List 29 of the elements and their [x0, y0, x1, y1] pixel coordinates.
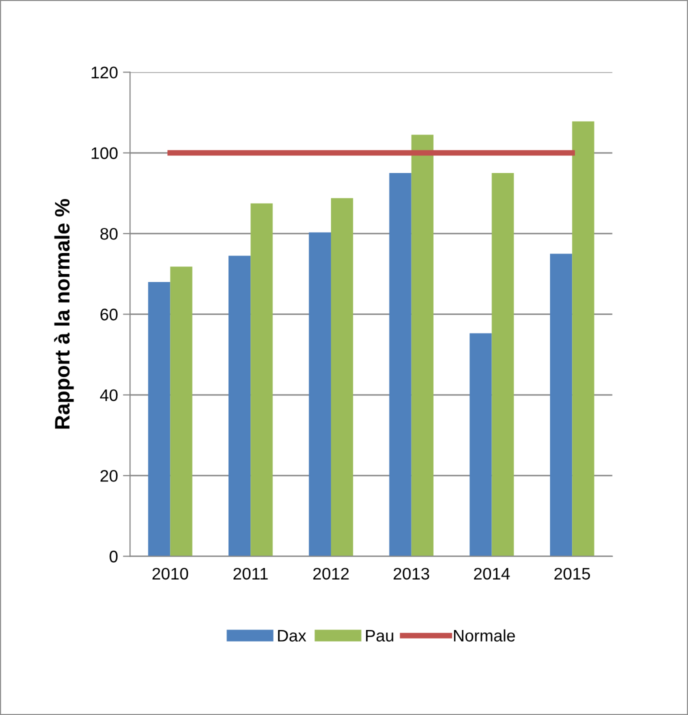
y-tick-label: 120	[92, 66, 118, 78]
y-tick-label: 60	[100, 308, 118, 320]
y-tick-label: 0	[110, 550, 118, 562]
bar	[470, 333, 492, 556]
x-tick-label: 2011	[234, 568, 268, 580]
legend-label: Pau	[366, 630, 394, 642]
bar	[170, 266, 192, 556]
bar	[250, 203, 273, 556]
bar	[330, 198, 354, 556]
bar	[389, 173, 412, 556]
legend-label: Normale	[454, 629, 515, 642]
x-tick-label: 2014	[474, 568, 510, 580]
y-tick-label: 40	[100, 389, 118, 402]
x-tick-label: 2012	[313, 568, 349, 580]
bar	[492, 173, 514, 556]
y-tick-label: 80	[100, 228, 118, 240]
bar	[550, 254, 572, 556]
x-tick-label: 2015	[554, 568, 590, 580]
y-tick-label: 100	[92, 147, 118, 160]
legend-label: Dax	[278, 630, 306, 642]
y-axis-title: Rapport à la normale %	[54, 199, 74, 429]
bar	[228, 256, 251, 556]
bar	[411, 134, 434, 556]
bar	[308, 232, 331, 556]
x-tick-label: 2013	[394, 568, 430, 580]
bar	[572, 121, 594, 556]
y-tick-label: 20	[100, 470, 118, 482]
bar	[148, 282, 170, 556]
x-tick-label: 2010	[152, 568, 188, 580]
